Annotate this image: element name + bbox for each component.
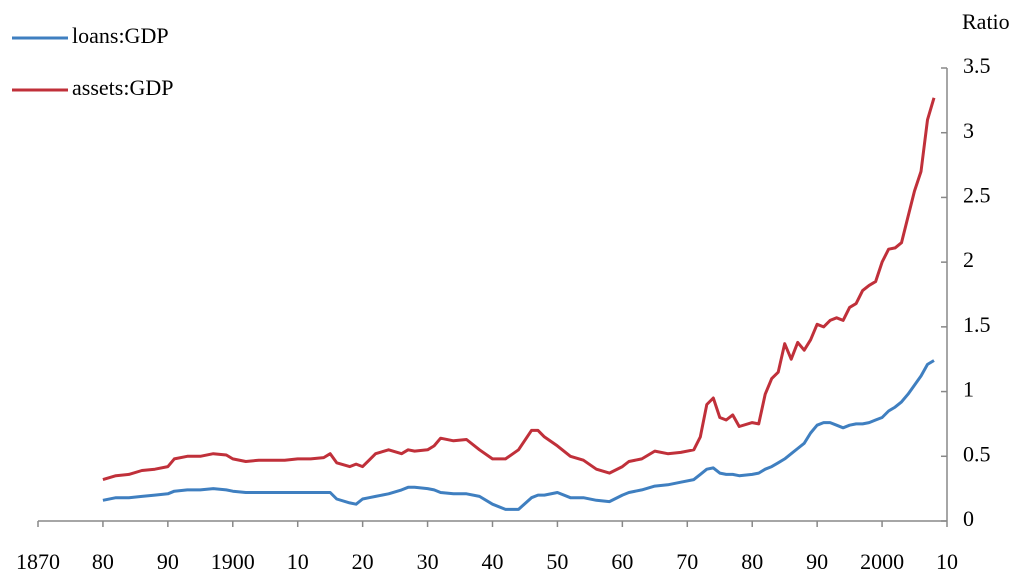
x-tick-label: 30	[417, 549, 439, 574]
y-tick-label: 3	[963, 118, 974, 143]
x-tick-label: 2000	[860, 549, 904, 574]
data-line	[102, 359, 935, 511]
legend-label: assets:GDP	[72, 75, 173, 100]
y-tick-label: 0	[963, 506, 974, 531]
x-tick-label: 40	[482, 549, 504, 574]
y-tick-label: 1	[963, 377, 974, 402]
y-axis-label: Ratio	[962, 9, 1010, 34]
x-tick-label: 60	[611, 549, 633, 574]
y-tick-label: 2	[963, 247, 974, 272]
x-tick-label: 20	[352, 549, 374, 574]
x-tick-label: 10	[936, 549, 958, 574]
y-tick-label: 3.5	[963, 53, 991, 78]
data-line	[102, 97, 936, 482]
legend-label: loans:GDP	[72, 23, 169, 48]
x-tick-label: 80	[92, 549, 114, 574]
x-tick-label: 1900	[211, 549, 255, 574]
x-tick-label: 90	[806, 549, 828, 574]
y-tick-label: 0.5	[963, 441, 991, 466]
y-tick-label: 2.5	[963, 182, 991, 207]
x-tick-label: 10	[287, 549, 309, 574]
x-tick-label: 80	[741, 549, 763, 574]
x-tick-label: 90	[157, 549, 179, 574]
y-tick-label: 1.5	[963, 312, 991, 337]
x-tick-label: 50	[546, 549, 568, 574]
x-tick-label: 70	[676, 549, 698, 574]
x-tick-label: 1870	[16, 549, 60, 574]
